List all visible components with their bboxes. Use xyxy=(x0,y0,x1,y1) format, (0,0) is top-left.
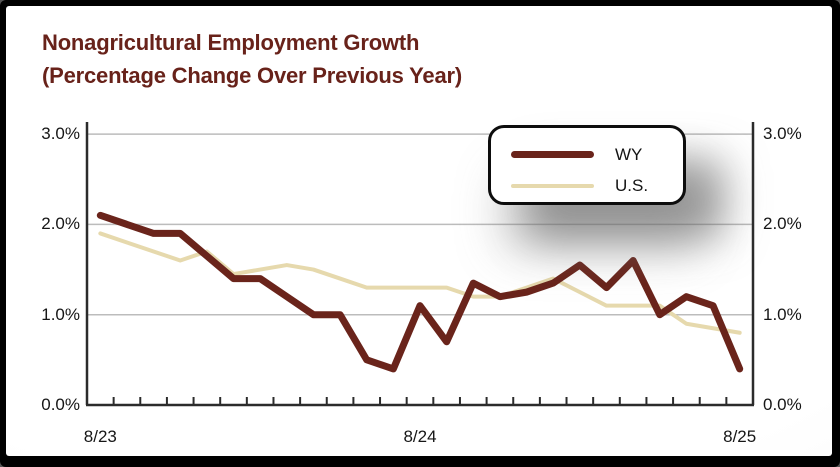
chart-canvas: Nonagricultural Employment Growth (Perce… xyxy=(6,6,832,456)
legend-item-us: U.S. xyxy=(511,170,683,201)
x-tick-label-8/23: 8/23 xyxy=(83,427,117,446)
y-tick-label-left-3.0%: 3.0% xyxy=(41,124,80,144)
legend: WY U.S. xyxy=(488,125,686,205)
chart-title: Nonagricultural Employment Growth (Perce… xyxy=(42,26,462,92)
y-tick-label-right-1.0%: 1.0% xyxy=(763,304,802,324)
y-tick-label-right-0.0%: 0.0% xyxy=(763,395,802,414)
y-tick-label-left-1.0%: 1.0% xyxy=(41,304,80,324)
y-tick-label-left-0.0%: 0.0% xyxy=(41,395,80,414)
chart-title-line1: Nonagricultural Employment Growth xyxy=(42,30,420,55)
chart-title-line2: (Percentage Change Over Previous Year) xyxy=(42,63,462,88)
x-tick-label-8/24: 8/24 xyxy=(403,427,437,446)
legend-label-wy: WY xyxy=(615,144,643,164)
y-tick-label-left-2.0%: 2.0% xyxy=(41,214,80,234)
us-line-swatch xyxy=(511,183,594,188)
legend-item-wy: WY xyxy=(511,139,683,170)
line-chart-plot xyxy=(85,122,755,407)
wy-line-swatch xyxy=(511,151,594,158)
y-tick-label-right-2.0%: 2.0% xyxy=(763,214,802,234)
y-tick-label-right-3.0%: 3.0% xyxy=(763,124,802,144)
wy-series-line xyxy=(96,211,744,373)
x-tick-label-8/25: 8/25 xyxy=(723,427,757,446)
legend-label-us: U.S. xyxy=(615,175,649,195)
